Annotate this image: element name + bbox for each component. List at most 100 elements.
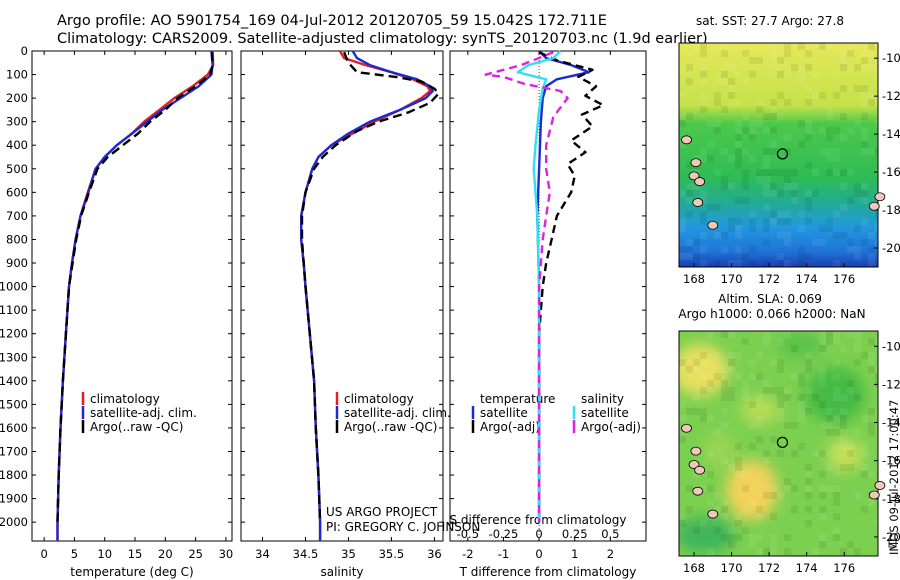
map-pixel (693, 239, 700, 246)
map-pixel (735, 260, 742, 267)
map-pixel (868, 148, 875, 155)
map-pixel (812, 71, 819, 78)
legend-heading-temperature: temperature (480, 392, 555, 406)
lon-tick-label: 172 (758, 561, 780, 575)
map-pixel (798, 225, 805, 232)
map-pixel (875, 380, 878, 387)
map-pixel (728, 218, 735, 225)
map-pixel (770, 71, 777, 78)
sla-map-panel: Altim. SLA: 0.069 Argo h1000: 0.066 h200… (678, 292, 879, 557)
map-pixel (826, 408, 833, 415)
legend-label-argo: Argo(..raw -QC) (90, 420, 183, 434)
map-pixel (833, 155, 840, 162)
x-tick-label: 30 (219, 547, 234, 561)
map-pixel (714, 527, 721, 534)
map-pixel (840, 415, 847, 422)
island-land (690, 446, 702, 456)
map-pixel (679, 218, 686, 225)
map-pixel (861, 415, 868, 422)
map-pixel (791, 422, 798, 429)
map-pixel (700, 520, 707, 527)
map-pixel (854, 345, 861, 352)
map-pixel (700, 92, 707, 99)
map-pixel (868, 352, 875, 359)
map-pixel (735, 457, 742, 464)
map-pixel (721, 457, 728, 464)
map-pixel (819, 380, 826, 387)
map-pixel (784, 478, 791, 485)
map-pixel (833, 71, 840, 78)
island-land (868, 201, 880, 211)
map-pixel (777, 366, 784, 373)
map-pixel (763, 380, 770, 387)
map-pixel (679, 513, 686, 520)
map-pixel (714, 169, 721, 176)
map-pixel (805, 520, 812, 527)
map-pixel (763, 239, 770, 246)
map-pixel (840, 394, 847, 401)
map-pixel (742, 471, 749, 478)
map-pixel (854, 120, 861, 127)
map-pixel (819, 373, 826, 380)
map-pixel (735, 155, 742, 162)
map-pixel (721, 499, 728, 506)
map-pixel (847, 43, 854, 50)
depth-tick-label: 900 (6, 256, 28, 270)
map-pixel (686, 113, 693, 120)
depth-tick-label: 1500 (0, 397, 28, 411)
x2-tick-label: -0.25 (489, 527, 519, 541)
legend-label-satellite: satellite-adj. clim. (90, 406, 197, 420)
map-pixel (777, 387, 784, 394)
map-pixel (770, 57, 777, 64)
temperature-series-argo-raw-qc- (56, 52, 214, 523)
map-pixel (721, 78, 728, 85)
map-pixel (728, 331, 735, 338)
map-pixel (763, 331, 770, 338)
lon-tick-label: 174 (796, 272, 818, 286)
map-pixel (749, 218, 756, 225)
map-pixel (861, 443, 868, 450)
map-pixel (707, 155, 714, 162)
map-pixel (749, 155, 756, 162)
map-pixel (861, 50, 868, 57)
map-pixel (770, 218, 777, 225)
map-pixel (700, 352, 707, 359)
map-pixel (854, 359, 861, 366)
map-pixel (721, 380, 728, 387)
map-pixel (742, 113, 749, 120)
map-pixel (854, 253, 861, 260)
depth-tick-label: 1900 (0, 492, 28, 506)
map-pixel (847, 50, 854, 57)
map-pixel (770, 169, 777, 176)
salinity-axis-label: salinity (320, 565, 363, 579)
depth-tick-label: 600 (6, 185, 28, 199)
x-tick-label: 1 (571, 547, 578, 561)
map-pixel (875, 120, 878, 127)
map-pixel (693, 527, 700, 534)
map-pixel (728, 366, 735, 373)
map-pixel (819, 422, 826, 429)
map-pixel (749, 499, 756, 506)
map-pixel (721, 183, 728, 190)
map-pixel (756, 120, 763, 127)
sla-anomaly-blobs (679, 331, 865, 553)
depth-tick-label: 1100 (0, 303, 28, 317)
map-pixel (770, 64, 777, 71)
difference-series-salinity-satellite (516, 50, 562, 523)
map-pixel (756, 415, 763, 422)
map-pixel (686, 253, 693, 260)
map-pixel (826, 422, 833, 429)
map-pixel (826, 338, 833, 345)
x2-tick-label: -0.5 (457, 527, 479, 541)
map-pixel (679, 415, 686, 422)
map-pixel (700, 260, 707, 267)
map-pixel (798, 373, 805, 380)
map-pixel (763, 338, 770, 345)
map-pixel (714, 120, 721, 127)
map-pixel (798, 71, 805, 78)
map-pixel (875, 99, 878, 106)
map-pixel (840, 345, 847, 352)
map-pixel (854, 331, 861, 338)
map-pixel (742, 387, 749, 394)
x-tick-label: 36 (427, 547, 442, 561)
